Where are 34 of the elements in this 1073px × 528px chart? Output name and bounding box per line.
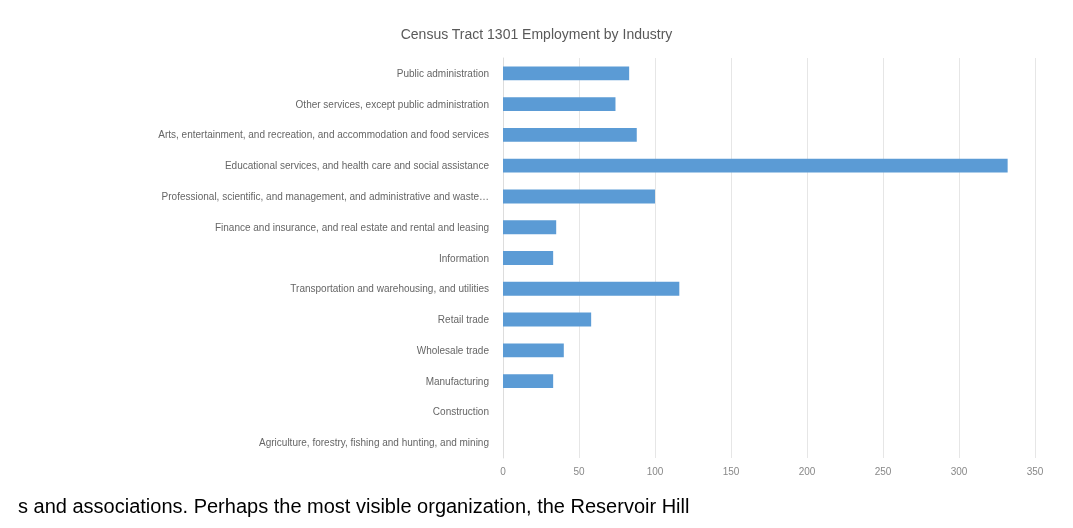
y-tick-label: Agriculture, forestry, fishing and hunting, and mining xyxy=(259,437,489,449)
bar xyxy=(503,281,680,296)
bar xyxy=(503,312,592,327)
x-tick-label: 150 xyxy=(722,465,740,477)
y-tick-label: Transportation and warehousing, and utilities xyxy=(290,283,489,295)
y-tick-label: Manufacturing xyxy=(425,375,489,387)
text: s and associations. Perhaps the most visible organization, the Reservoir Hill xyxy=(18,495,690,517)
y-tick-label: Other services, except public administration xyxy=(295,98,489,110)
x-tick-label: 200 xyxy=(798,465,816,477)
y-tick-label: Arts, entertainment, and recreation, and accommodation and food services xyxy=(158,129,489,141)
y-tick-label: Construction xyxy=(432,406,489,418)
bar xyxy=(503,374,554,388)
x-tick-label: 350 xyxy=(1026,465,1044,477)
y-tick-label: Retail trade xyxy=(437,314,490,326)
y-tick-label: Finance and insurance, and real estate and rental and leasing xyxy=(214,221,489,233)
bar xyxy=(503,128,637,142)
x-tick-label: 0 xyxy=(500,465,507,477)
y-tick-label: Public administration xyxy=(396,67,489,79)
bar xyxy=(503,251,554,265)
x-tick-label: 50 xyxy=(573,465,585,477)
y-tick-label: Wholesale trade xyxy=(416,344,490,356)
x-tick-label: 250 xyxy=(874,465,892,477)
bar xyxy=(503,220,557,235)
x-tick-label: 300 xyxy=(950,465,968,477)
bar xyxy=(503,343,564,358)
y-tick-label: Professional, scientific, and management, and administrative and waste… xyxy=(161,190,489,202)
x-tick-label: 100 xyxy=(646,465,664,477)
y-tick-label: Information xyxy=(438,252,489,264)
bar xyxy=(503,158,1008,173)
bar xyxy=(503,66,630,81)
bar xyxy=(503,189,655,204)
bar xyxy=(503,97,616,112)
chart-title: Census Tract 1301 Employment by Industry xyxy=(400,26,673,42)
y-tick-label: Educational services, and health care and social assistance xyxy=(224,160,490,172)
